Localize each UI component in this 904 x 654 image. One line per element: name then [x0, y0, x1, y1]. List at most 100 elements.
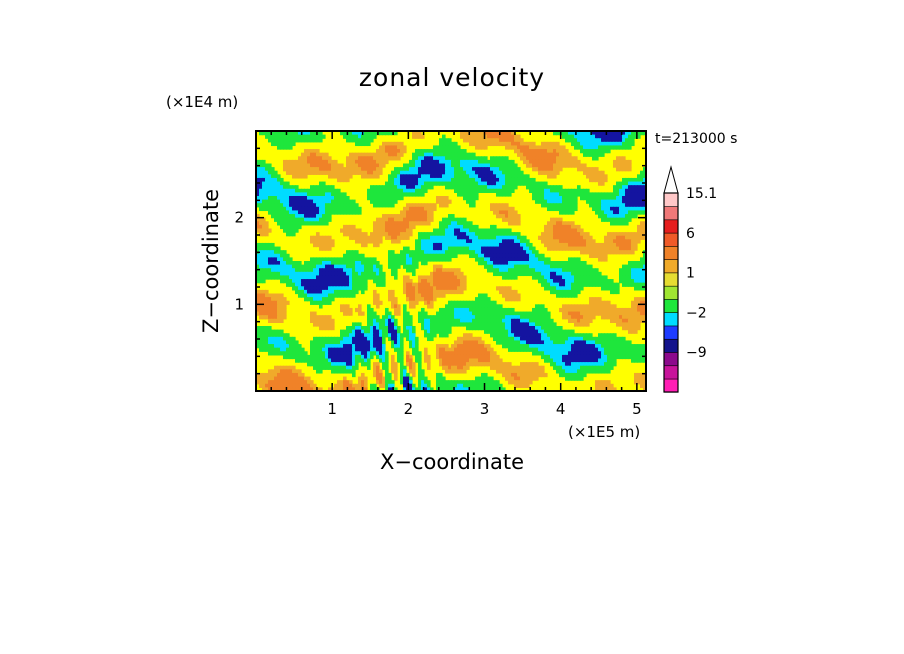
field-cell: [397, 181, 401, 186]
field-cell: [343, 271, 347, 277]
field-cell: [298, 224, 302, 230]
field-cell: [583, 250, 587, 255]
field-cell: [379, 156, 383, 161]
field-cell: [379, 203, 383, 208]
field-cell: [370, 326, 374, 331]
field-cell: [259, 181, 263, 186]
field-cell: [607, 311, 611, 316]
field-cell: [565, 239, 569, 244]
field-cell: [568, 293, 572, 298]
field-cell: [421, 134, 425, 139]
field-cell: [505, 322, 509, 327]
field-cell: [322, 344, 326, 349]
field-cell: [418, 282, 422, 287]
field-cell: [535, 192, 539, 197]
field-cell: [442, 181, 446, 186]
field-cell: [439, 268, 443, 273]
field-cell: [625, 279, 629, 284]
field-cell: [427, 275, 431, 280]
field-cell: [442, 141, 446, 147]
field-cell: [499, 131, 503, 136]
field-cell: [496, 304, 500, 309]
field-cell: [301, 156, 305, 161]
field-cell: [289, 163, 293, 168]
field-cell: [256, 167, 260, 172]
field-cell: [547, 167, 551, 172]
field-cell: [523, 311, 527, 316]
field-cell: [481, 326, 485, 331]
field-cell: [535, 268, 539, 273]
field-cell: [532, 322, 536, 327]
field-cell: [418, 275, 422, 280]
field-cell: [280, 271, 284, 277]
field-cell: [259, 293, 263, 298]
field-cell: [289, 159, 293, 165]
field-cell: [301, 217, 305, 222]
field-cell: [409, 300, 413, 305]
field-cell: [640, 307, 644, 313]
field-cell: [634, 304, 638, 309]
field-cell: [265, 250, 269, 255]
field-cell: [604, 217, 608, 222]
field-cell: [367, 326, 371, 331]
field-cell: [358, 268, 362, 273]
field-cell: [295, 217, 299, 222]
field-cell: [520, 336, 524, 342]
field-cell: [463, 279, 467, 284]
field-cell: [598, 297, 602, 302]
field-cell: [532, 246, 536, 251]
field-cell: [637, 282, 641, 287]
field-cell: [346, 282, 350, 287]
field-cell: [472, 134, 476, 139]
field-cell: [385, 329, 389, 334]
field-cell: [541, 275, 545, 280]
field-cell: [286, 268, 290, 273]
field-cell: [490, 329, 494, 334]
field-cell: [517, 297, 521, 302]
field-cell: [496, 286, 500, 291]
field-cell: [526, 268, 530, 273]
field-cell: [274, 217, 278, 222]
field-cell: [412, 203, 416, 208]
field-cell: [259, 271, 263, 277]
field-cell: [331, 264, 335, 269]
field-cell: [586, 304, 590, 309]
field-cell: [499, 156, 503, 161]
field-cell: [583, 167, 587, 172]
field-cell: [478, 232, 482, 237]
field-cell: [604, 307, 608, 313]
field-cell: [400, 333, 404, 338]
field-cell: [268, 336, 272, 342]
field-cell: [571, 210, 575, 215]
field-cell: [445, 250, 449, 255]
field-cell: [430, 185, 434, 190]
field-cell: [547, 329, 551, 334]
field-cell: [457, 174, 461, 179]
field-cell: [298, 159, 302, 165]
field-cell: [562, 307, 566, 313]
field-cell: [421, 232, 425, 237]
field-cell: [592, 304, 596, 309]
field-cell: [265, 344, 269, 349]
field-cell: [469, 344, 473, 349]
field-cell: [436, 167, 440, 172]
field-cell: [349, 250, 353, 255]
field-cell: [313, 131, 317, 136]
field-cell: [490, 203, 494, 208]
field-cell: [478, 307, 482, 313]
field-cell: [622, 336, 626, 342]
field-cell: [493, 261, 497, 266]
field-cell: [313, 217, 317, 222]
field-cell: [427, 318, 431, 323]
field-cell: [373, 224, 377, 230]
field-cell: [448, 246, 452, 251]
field-cell: [346, 326, 350, 331]
field-cell: [532, 159, 536, 165]
field-cell: [421, 286, 425, 291]
field-cell: [343, 286, 347, 291]
field-cell: [463, 170, 467, 175]
field-cell: [475, 326, 479, 331]
field-cell: [370, 185, 374, 190]
field-cell: [628, 167, 632, 172]
field-cell: [283, 196, 287, 201]
